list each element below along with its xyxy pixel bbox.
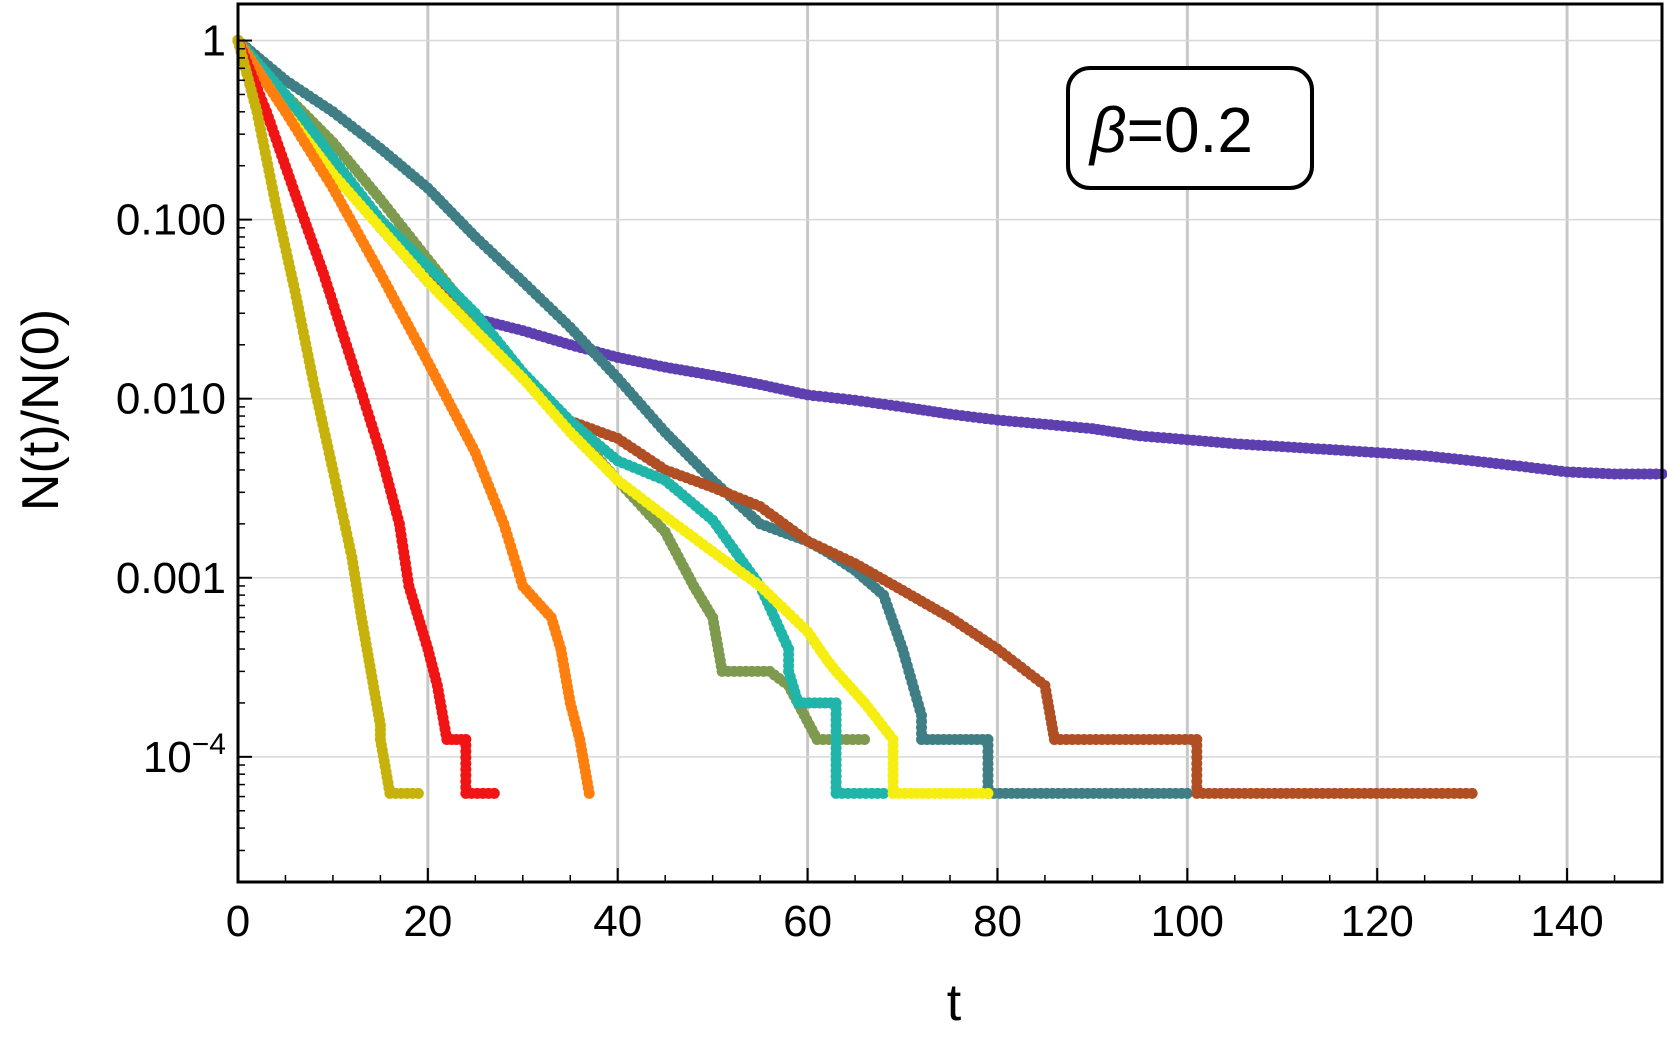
data-series xyxy=(232,35,595,799)
y-tick-labels: 1 0.100 0.010 0.001 10−4 xyxy=(116,17,226,782)
data-point xyxy=(982,787,994,799)
y-axis-label: N(t)/N(0) xyxy=(12,309,70,511)
series-layer xyxy=(232,35,1667,799)
x-tick-label: 20 xyxy=(403,897,452,946)
beta-value: =0.2 xyxy=(1127,94,1253,166)
x-tick-label: 60 xyxy=(783,897,832,946)
data-point xyxy=(1181,787,1193,799)
beta-annotation: β=0.2 xyxy=(1066,66,1314,190)
data-point xyxy=(859,733,871,745)
data-point xyxy=(412,787,424,799)
beta-symbol: β xyxy=(1088,94,1127,166)
svg-text:β=0.2: β=0.2 xyxy=(1088,94,1253,166)
x-tick-label: 120 xyxy=(1340,897,1413,946)
data-series xyxy=(232,35,1478,799)
y-tick-label: 0.001 xyxy=(116,554,226,603)
x-tick-label: 0 xyxy=(226,897,250,946)
x-tick-label: 140 xyxy=(1530,897,1603,946)
y-tick-label: 1 xyxy=(202,17,226,66)
data-series xyxy=(232,35,424,799)
x-tick-label: 40 xyxy=(593,897,642,946)
y-tick-label: 0.100 xyxy=(116,196,226,245)
data-series xyxy=(232,35,500,799)
data-point xyxy=(583,787,595,799)
data-series xyxy=(232,35,994,799)
data-series xyxy=(232,35,1667,480)
x-axis-label: t xyxy=(947,974,962,1032)
x-tick-label: 100 xyxy=(1151,897,1224,946)
grid-layer xyxy=(238,4,1662,882)
data-point xyxy=(878,787,890,799)
y-tick-label: 0.010 xyxy=(116,375,226,424)
data-point xyxy=(1466,787,1478,799)
y-tick-label: 10−4 xyxy=(143,728,226,782)
x-tick-labels: 0 20 40 60 80 100 120 140 xyxy=(226,897,1604,946)
tick-layer xyxy=(237,39,1616,882)
data-point xyxy=(488,787,500,799)
x-tick-label: 80 xyxy=(973,897,1022,946)
annotation-box xyxy=(1066,66,1314,190)
plot-frame xyxy=(236,2,1664,884)
